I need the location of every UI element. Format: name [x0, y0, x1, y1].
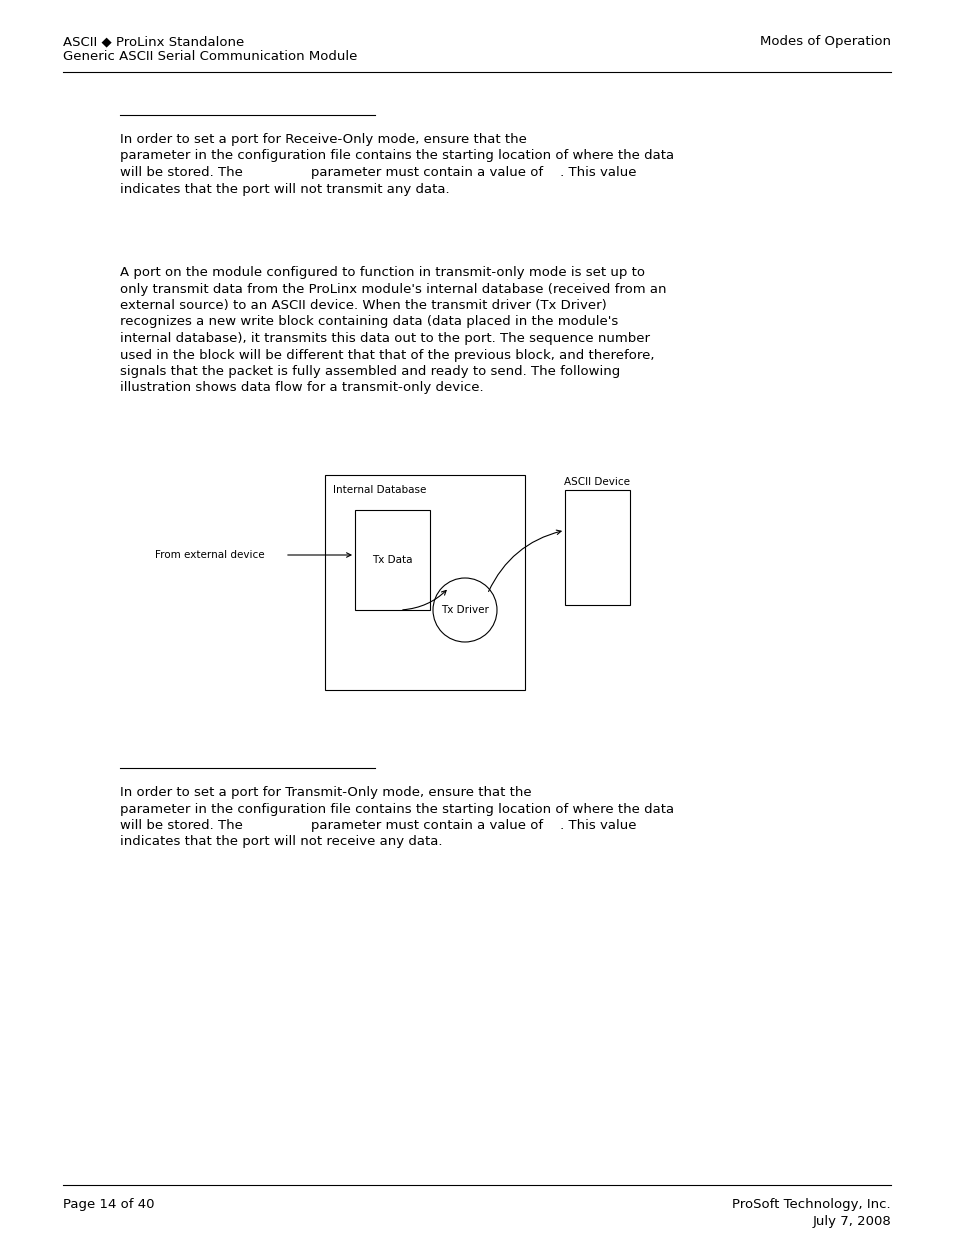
Text: parameter in the configuration file contains the starting location of where the : parameter in the configuration file cont…: [120, 803, 674, 815]
Text: A port on the module configured to function in transmit-only mode is set up to: A port on the module configured to funct…: [120, 266, 644, 279]
Text: July 7, 2008: July 7, 2008: [811, 1214, 890, 1228]
Text: used in the block will be different that that of the previous block, and therefo: used in the block will be different that…: [120, 348, 654, 362]
Text: Tx Data: Tx Data: [372, 555, 413, 564]
Text: ASCII ◆ ProLinx Standalone: ASCII ◆ ProLinx Standalone: [63, 35, 244, 48]
Text: indicates that the port will not transmit any data.: indicates that the port will not transmi…: [120, 183, 449, 195]
FancyBboxPatch shape: [325, 475, 524, 690]
Text: In order to set a port for Receive-Only mode, ensure that the: In order to set a port for Receive-Only …: [120, 133, 526, 146]
Text: will be stored. The                parameter must contain a value of    . This v: will be stored. The parameter must conta…: [120, 165, 636, 179]
Text: ASCII Device: ASCII Device: [564, 477, 630, 487]
Text: Tx Driver: Tx Driver: [440, 605, 489, 615]
Text: ProSoft Technology, Inc.: ProSoft Technology, Inc.: [732, 1198, 890, 1212]
Text: only transmit data from the ProLinx module's internal database (received from an: only transmit data from the ProLinx modu…: [120, 283, 666, 295]
Text: Generic ASCII Serial Communication Module: Generic ASCII Serial Communication Modul…: [63, 49, 357, 63]
FancyBboxPatch shape: [355, 510, 430, 610]
FancyBboxPatch shape: [564, 490, 629, 605]
Text: In order to set a port for Transmit-Only mode, ensure that the: In order to set a port for Transmit-Only…: [120, 785, 531, 799]
Text: external source) to an ASCII device. When the transmit driver (Tx Driver): external source) to an ASCII device. Whe…: [120, 299, 606, 312]
Text: From external device: From external device: [154, 550, 264, 559]
Text: parameter in the configuration file contains the starting location of where the : parameter in the configuration file cont…: [120, 149, 674, 163]
Text: recognizes a new write block containing data (data placed in the module's: recognizes a new write block containing …: [120, 315, 618, 329]
Text: signals that the packet is fully assembled and ready to send. The following: signals that the packet is fully assembl…: [120, 366, 619, 378]
Text: illustration shows data flow for a transmit-only device.: illustration shows data flow for a trans…: [120, 382, 483, 394]
Text: Page 14 of 40: Page 14 of 40: [63, 1198, 154, 1212]
Text: Internal Database: Internal Database: [333, 485, 426, 495]
Text: Modes of Operation: Modes of Operation: [760, 35, 890, 48]
Text: will be stored. The                parameter must contain a value of    . This v: will be stored. The parameter must conta…: [120, 819, 636, 832]
Circle shape: [433, 578, 497, 642]
Text: indicates that the port will not receive any data.: indicates that the port will not receive…: [120, 836, 442, 848]
Text: internal database), it transmits this data out to the port. The sequence number: internal database), it transmits this da…: [120, 332, 649, 345]
